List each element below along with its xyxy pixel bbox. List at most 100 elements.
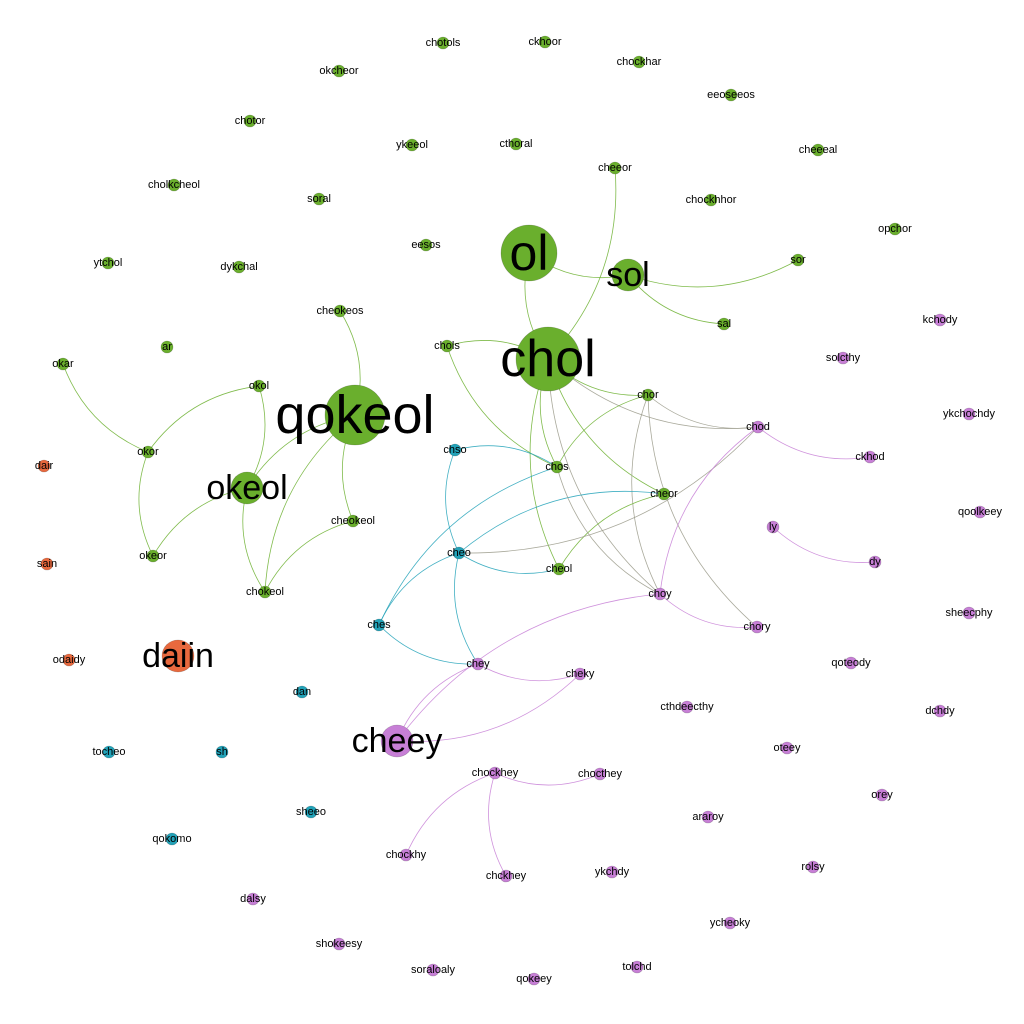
node-ckhod[interactable] xyxy=(863,450,877,464)
node-chockhey[interactable] xyxy=(488,766,502,780)
node-chory[interactable] xyxy=(750,620,764,634)
node-chocthey[interactable] xyxy=(593,767,607,781)
node-orey[interactable] xyxy=(875,788,889,802)
node-kchody[interactable] xyxy=(933,313,947,327)
node-chor[interactable] xyxy=(641,388,655,402)
node-dalsy[interactable] xyxy=(246,892,260,906)
node-label-chory: chory xyxy=(744,621,771,633)
node-okor[interactable] xyxy=(141,445,155,459)
edge-okor-okeor xyxy=(138,451,154,557)
node-label-ytchol: ytchol xyxy=(94,257,123,269)
node-chos[interactable] xyxy=(550,460,564,474)
node-chol[interactable] xyxy=(515,326,581,392)
node-ykchdy[interactable] xyxy=(605,865,619,879)
node-sal[interactable] xyxy=(717,317,731,331)
node-okeor[interactable] xyxy=(146,549,160,563)
node-cheor[interactable] xyxy=(657,487,671,501)
node-label-qokeol: qokeol xyxy=(275,385,434,445)
node-sain[interactable] xyxy=(40,557,54,571)
node-label-ar: ar xyxy=(162,341,172,353)
node-dchdy[interactable] xyxy=(933,704,947,718)
node-ches[interactable] xyxy=(372,618,386,632)
node-solcthy[interactable] xyxy=(836,351,850,365)
node-label-oteey: oteey xyxy=(774,742,801,754)
node-ckhoor[interactable] xyxy=(538,35,552,49)
node-label-cheky: cheky xyxy=(566,668,595,680)
node-sol[interactable] xyxy=(611,258,645,292)
node-sh[interactable] xyxy=(215,745,229,759)
node-label-opchor: opchor xyxy=(878,223,912,235)
node-dan[interactable] xyxy=(295,685,309,699)
node-label-eesos: eesos xyxy=(411,239,441,251)
node-ar[interactable] xyxy=(160,340,174,354)
node-ol[interactable] xyxy=(500,224,558,282)
node-cheol[interactable] xyxy=(552,562,566,576)
node-chotor[interactable] xyxy=(243,114,257,128)
node-chokeol[interactable] xyxy=(258,585,272,599)
node-soraloaly[interactable] xyxy=(426,963,440,977)
node-label-cheokeos: cheokeos xyxy=(316,305,364,317)
edge-choy-chory xyxy=(659,593,758,628)
node-ycheoky[interactable] xyxy=(723,916,737,930)
node-odaidy[interactable] xyxy=(62,653,76,667)
node-chockhy[interactable] xyxy=(399,848,413,862)
edge-sol-sor xyxy=(627,259,799,288)
node-okar[interactable] xyxy=(56,357,70,371)
node-tocheo[interactable] xyxy=(102,745,116,759)
node-sheeo[interactable] xyxy=(304,805,318,819)
node-chockhhor[interactable] xyxy=(704,193,718,207)
node-ykchochdy[interactable] xyxy=(962,407,976,421)
node-cheokeos[interactable] xyxy=(333,304,347,318)
node-qoteody[interactable] xyxy=(844,656,858,670)
node-dy[interactable] xyxy=(868,555,882,569)
node-ly[interactable] xyxy=(766,520,780,534)
node-chols[interactable] xyxy=(440,339,454,353)
node-soral[interactable] xyxy=(312,192,326,206)
node-label-dykchal: dykchal xyxy=(220,261,257,273)
node-eeoseeos[interactable] xyxy=(724,88,738,102)
node-label-qoteody: qoteody xyxy=(831,657,871,669)
node-chotols[interactable] xyxy=(436,36,450,50)
node-daiin[interactable] xyxy=(161,639,195,673)
node-qokeol[interactable] xyxy=(324,384,386,446)
node-rolsy[interactable] xyxy=(806,860,820,874)
node-okol[interactable] xyxy=(252,379,266,393)
node-oteey[interactable] xyxy=(780,741,794,755)
node-label-odaidy: odaidy xyxy=(53,654,86,666)
node-tolchd[interactable] xyxy=(630,960,644,974)
node-cholkcheol[interactable] xyxy=(167,178,181,192)
node-cthoral[interactable] xyxy=(509,137,523,151)
node-cheky[interactable] xyxy=(573,667,587,681)
node-cheo[interactable] xyxy=(452,546,466,560)
node-chod[interactable] xyxy=(751,420,765,434)
node-cheey[interactable] xyxy=(380,724,414,758)
node-label-choy: choy xyxy=(648,588,672,600)
edge-chockhey-chockhy xyxy=(405,772,496,856)
node-ytchol[interactable] xyxy=(101,256,115,270)
node-chockhar[interactable] xyxy=(632,55,646,69)
node-sor[interactable] xyxy=(791,253,805,267)
node-choy[interactable] xyxy=(653,587,667,601)
node-sheecphy[interactable] xyxy=(962,606,976,620)
node-cheeor[interactable] xyxy=(608,161,622,175)
node-chso[interactable] xyxy=(448,443,462,457)
node-dykchal[interactable] xyxy=(232,260,246,274)
node-qokomo[interactable] xyxy=(165,832,179,846)
node-qokeey[interactable] xyxy=(527,972,541,986)
node-okcheor[interactable] xyxy=(332,64,346,78)
node-araroy[interactable] xyxy=(701,810,715,824)
node-shokeesy[interactable] xyxy=(332,937,346,951)
node-ykeeol[interactable] xyxy=(405,138,419,152)
node-okeol[interactable] xyxy=(230,471,264,505)
node-dair[interactable] xyxy=(37,459,51,473)
node-cheokeol[interactable] xyxy=(346,514,360,528)
node-label-dan: dan xyxy=(293,686,311,698)
node-cheeeal[interactable] xyxy=(811,143,825,157)
node-label-chos: chos xyxy=(545,461,569,473)
node-chey[interactable] xyxy=(471,657,485,671)
node-chckhey[interactable] xyxy=(499,869,513,883)
node-cthdeecthy[interactable] xyxy=(680,700,694,714)
node-opchor[interactable] xyxy=(888,222,902,236)
node-qoolkeey[interactable] xyxy=(973,505,987,519)
node-eesos[interactable] xyxy=(419,238,433,252)
